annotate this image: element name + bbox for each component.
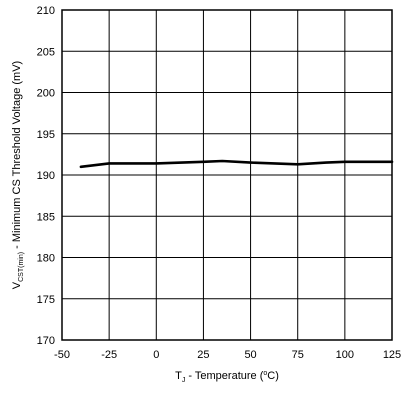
x-axis-title-unit: C) (267, 370, 279, 382)
y-tick-labels: 170 175 180 185 190 195 200 205 210 (37, 5, 55, 347)
y-tick-label: 195 (37, 129, 55, 141)
y-tick-label: 175 (37, 294, 55, 306)
x-axis-title: TJ - Temperature (oC) (175, 370, 279, 384)
y-axis-title-text: - Minimum CS Threshold Voltage (mV) (11, 61, 23, 252)
y-axis-title: VCST(min) - Minimum CS Threshold Voltage… (11, 61, 25, 289)
x-tick-label: -50 (54, 349, 70, 361)
grid (61, 9, 393, 341)
y-tick-label: 205 (37, 46, 55, 58)
y-axis-title-prefix: V (11, 281, 23, 289)
x-tick-label: -25 (101, 349, 117, 361)
series-line (79, 159, 394, 169)
y-tick-label: 190 (37, 170, 55, 182)
y-tick-label: 185 (37, 211, 55, 223)
y-tick-label: 180 (37, 253, 55, 265)
plot-frame (61, 9, 393, 341)
x-tick-label: 25 (197, 349, 209, 361)
y-tick-label: 200 (37, 88, 55, 100)
x-axis-title-superscript: o (263, 370, 267, 377)
series (79, 159, 394, 169)
y-tick-label: 170 (37, 335, 55, 347)
x-axis-title-prefix: T (175, 370, 182, 382)
x-axis-title-subscript: J (182, 377, 186, 384)
x-tick-label: 0 (153, 349, 159, 361)
x-tick-label: 100 (336, 349, 354, 361)
x-tick-label: 50 (244, 349, 256, 361)
y-tick-label: 210 (37, 5, 55, 17)
y-axis-title-subscript: CST(min) (18, 252, 25, 282)
x-tick-label: 125 (383, 349, 401, 361)
x-tick-label: 75 (292, 349, 304, 361)
x-tick-labels: -50 -25 0 25 50 75 100 125 (54, 349, 401, 361)
x-axis-title-text: - Temperature ( (185, 370, 263, 382)
